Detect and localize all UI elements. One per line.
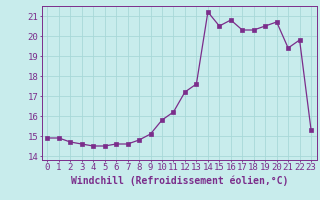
X-axis label: Windchill (Refroidissement éolien,°C): Windchill (Refroidissement éolien,°C) xyxy=(70,175,288,186)
